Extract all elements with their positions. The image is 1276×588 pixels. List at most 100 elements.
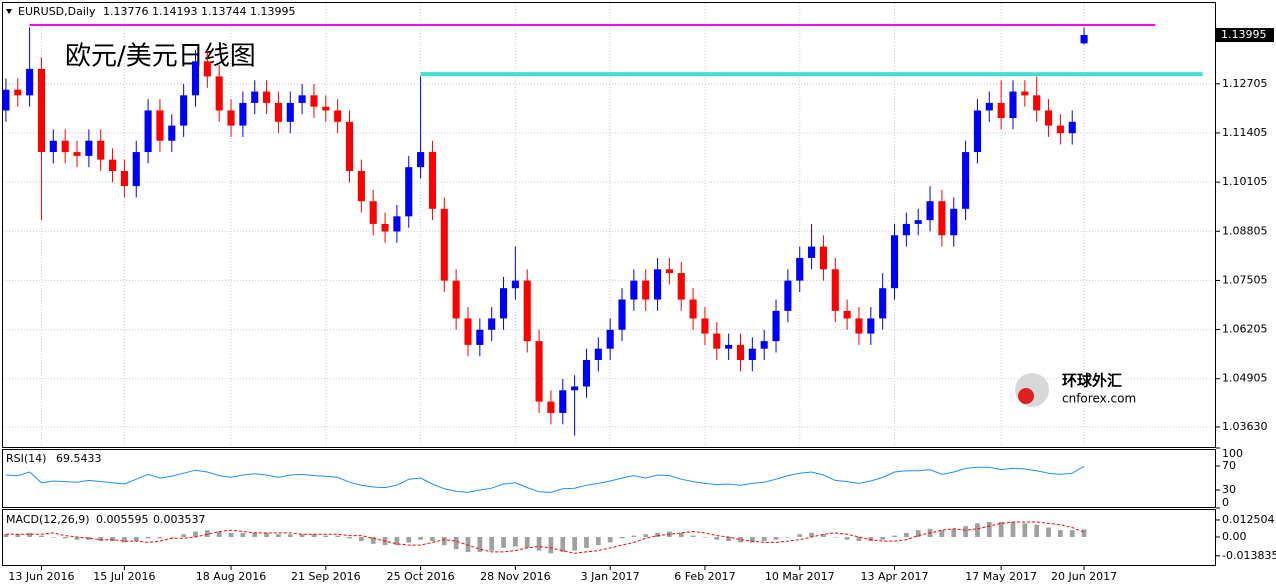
macd-bar xyxy=(809,532,814,537)
candle-body xyxy=(464,318,472,345)
y-tick-label: 70 xyxy=(1222,459,1236,472)
candle-body xyxy=(215,76,223,111)
candle-body xyxy=(973,110,981,153)
x-tick-label: 13 Apr 2017 xyxy=(861,570,929,583)
candle-body xyxy=(393,216,401,232)
macd-bar xyxy=(631,535,637,537)
candle-body xyxy=(334,110,342,122)
y-tick-label: 1.04905 xyxy=(1222,372,1268,385)
macd-bar xyxy=(584,536,589,548)
candle-body xyxy=(191,61,200,96)
macd-bar xyxy=(998,522,1004,537)
x-tick-label: 6 Feb 2017 xyxy=(674,570,735,583)
candle-body xyxy=(725,344,733,349)
logo-dot xyxy=(1018,388,1034,404)
candle-body xyxy=(345,121,354,171)
candle-body xyxy=(405,167,413,217)
macd-bar xyxy=(358,536,364,542)
macd-bar xyxy=(975,523,980,537)
macd-bar xyxy=(749,536,755,543)
macd-bar xyxy=(489,536,495,551)
candle-body xyxy=(914,220,922,224)
candle-body xyxy=(1044,110,1053,126)
macd-bar xyxy=(27,532,32,537)
candle-body xyxy=(689,299,697,319)
macd-bar xyxy=(477,536,483,552)
candle-body xyxy=(1033,95,1041,111)
watermark-cn: 环球外汇 xyxy=(1062,372,1122,390)
macd-bar xyxy=(228,532,234,537)
candle-body xyxy=(168,125,176,141)
macd-bar xyxy=(252,532,258,537)
candle-body xyxy=(73,152,81,156)
macd-bar xyxy=(465,536,471,552)
candle-body xyxy=(156,110,164,141)
macd-bar xyxy=(39,535,44,537)
candle-body xyxy=(476,329,484,345)
x-tick-label: 28 Nov 2016 xyxy=(480,570,550,583)
y-tick-label: 1.12705 xyxy=(1222,77,1268,90)
candle-body xyxy=(677,273,685,300)
logo xyxy=(1015,373,1049,407)
macd-bar xyxy=(702,536,708,538)
macd-bar xyxy=(193,531,198,537)
candle-body xyxy=(120,170,128,187)
x-tick-label: 18 Aug 2016 xyxy=(196,570,266,583)
macd-bar xyxy=(406,536,412,543)
macd-bar xyxy=(832,536,838,538)
macd-bar xyxy=(264,532,269,537)
candle-body xyxy=(879,288,887,319)
macd-bar xyxy=(524,536,530,548)
y-tick-label: 0.00 xyxy=(1222,530,1247,543)
y-tick-label: 1.06205 xyxy=(1222,323,1268,336)
y-tick-label: 0 xyxy=(1222,496,1229,509)
macd-bar xyxy=(560,536,566,552)
watermark-en: cnforex.com xyxy=(1062,392,1136,406)
candle-body xyxy=(642,280,650,300)
macd-bar xyxy=(15,534,21,537)
macd-bar xyxy=(572,536,577,551)
macd-bar xyxy=(204,530,210,537)
macd-bar xyxy=(311,534,317,537)
y-tick-label: 1.08805 xyxy=(1222,224,1268,237)
macd-bar xyxy=(880,536,886,540)
candle-body xyxy=(1021,91,1029,96)
macd-bar xyxy=(110,536,115,542)
macd-bar xyxy=(643,534,649,537)
macd-bar xyxy=(678,532,684,537)
macd-signal xyxy=(5,521,1085,554)
macd-bar xyxy=(773,536,779,540)
candle-body xyxy=(772,310,780,342)
macd-bar xyxy=(169,536,175,538)
candle-body xyxy=(950,208,958,236)
macd-bar xyxy=(157,536,163,539)
candle-body xyxy=(357,170,365,202)
candle-body xyxy=(997,102,1005,119)
macd-bar xyxy=(370,536,376,544)
candle-body xyxy=(618,299,626,330)
macd-bar xyxy=(441,536,447,546)
candle-body xyxy=(1056,125,1064,134)
ohlc-high: 1.14193 xyxy=(152,5,198,18)
macd-bar xyxy=(915,530,921,537)
rsi-name: RSI(14) xyxy=(6,452,46,465)
macd-bar xyxy=(3,534,9,537)
candle-body xyxy=(760,341,768,349)
candle-body xyxy=(239,102,247,126)
candle-body xyxy=(962,152,970,209)
candle-body xyxy=(902,223,910,236)
macd-bar xyxy=(939,530,945,537)
macd-bar xyxy=(74,536,80,540)
macd-bar xyxy=(347,536,352,539)
macd-bar xyxy=(690,535,696,537)
macd-bar xyxy=(856,536,862,542)
candle-body xyxy=(784,280,792,311)
chart-title: 欧元/美元日线图 xyxy=(65,42,256,72)
candle-body xyxy=(132,152,140,187)
macd-bar xyxy=(619,536,625,539)
candle-body xyxy=(369,201,377,224)
macd-bar xyxy=(951,528,957,537)
rsi-line xyxy=(5,465,1085,493)
macd-bar xyxy=(726,536,732,542)
